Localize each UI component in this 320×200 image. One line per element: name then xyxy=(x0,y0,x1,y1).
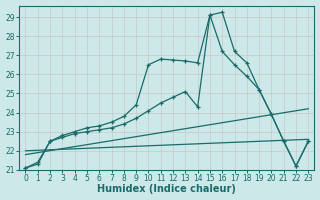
X-axis label: Humidex (Indice chaleur): Humidex (Indice chaleur) xyxy=(98,184,236,194)
